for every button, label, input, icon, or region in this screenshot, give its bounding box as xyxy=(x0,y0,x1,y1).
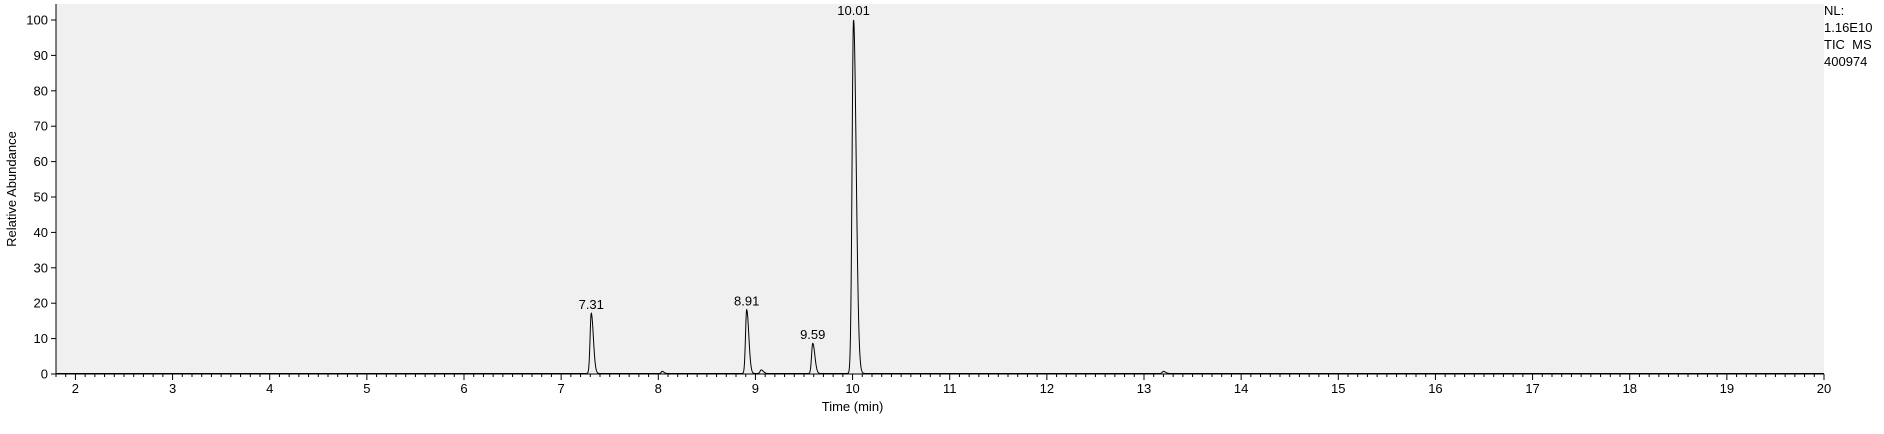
peak-label: 10.01 xyxy=(837,3,870,18)
x-tick-label: 15 xyxy=(1331,381,1345,396)
y-tick-label: 70 xyxy=(34,119,48,134)
x-tick-label: 9 xyxy=(752,381,759,396)
x-tick-label: 2 xyxy=(72,381,79,396)
x-tick-label: 16 xyxy=(1428,381,1442,396)
y-tick-label: 50 xyxy=(34,190,48,205)
nl-value: 1.16E10 xyxy=(1824,20,1873,35)
peak-label: 8.91 xyxy=(734,293,759,308)
tic-trace xyxy=(56,19,1824,374)
x-tick-label: 7 xyxy=(558,381,565,396)
scan-filter: TIC MS xyxy=(1824,37,1872,52)
y-tick-label: 80 xyxy=(34,83,48,98)
x-tick-label: 5 xyxy=(363,381,370,396)
x-tick-label: 19 xyxy=(1720,381,1734,396)
x-tick-label: 14 xyxy=(1234,381,1248,396)
y-tick-label: 20 xyxy=(34,296,48,311)
y-axis-label: Relative Abundance xyxy=(4,131,19,247)
x-tick-label: 12 xyxy=(1040,381,1054,396)
x-tick-label: 4 xyxy=(266,381,273,396)
y-tick-label: 100 xyxy=(26,13,48,28)
scan-info-box: NL: 1.16E10 TIC MS 400974 xyxy=(1824,2,1872,70)
x-tick-label: 11 xyxy=(943,381,957,396)
nl-label: NL: xyxy=(1824,3,1845,18)
y-tick-label: 90 xyxy=(34,48,48,63)
x-axis-label: Time (min) xyxy=(822,399,884,414)
y-tick-label: 40 xyxy=(34,225,48,240)
peak-label: 7.31 xyxy=(579,297,604,312)
x-tick-label: 18 xyxy=(1622,381,1636,396)
x-tick-label: 20 xyxy=(1817,381,1831,396)
y-tick-label: 30 xyxy=(34,260,48,275)
x-tick-label: 17 xyxy=(1525,381,1539,396)
x-tick-label: 6 xyxy=(460,381,467,396)
plot-area xyxy=(56,4,1824,374)
x-tick-label: 10 xyxy=(845,381,859,396)
file-id: 400974 xyxy=(1824,54,1868,69)
peak-label: 9.59 xyxy=(800,327,825,342)
y-tick-label: 0 xyxy=(41,367,48,382)
x-tick-label: 13 xyxy=(1137,381,1151,396)
peak-labels: 7.31 8.91 9.59 10.01 xyxy=(579,3,870,342)
y-tick-label: 60 xyxy=(34,154,48,169)
x-tick-label: 8 xyxy=(655,381,662,396)
y-axis-ticks: 0 10 20 30 40 50 60 70 80 90 100 xyxy=(26,13,56,382)
x-tick-label: 3 xyxy=(169,381,176,396)
x-axis-ticks: 2 3 4 5 6 7 8 9 10 11 12 13 14 15 16 17 18 19 20 xyxy=(72,374,1831,396)
y-tick-label: 10 xyxy=(34,331,48,346)
